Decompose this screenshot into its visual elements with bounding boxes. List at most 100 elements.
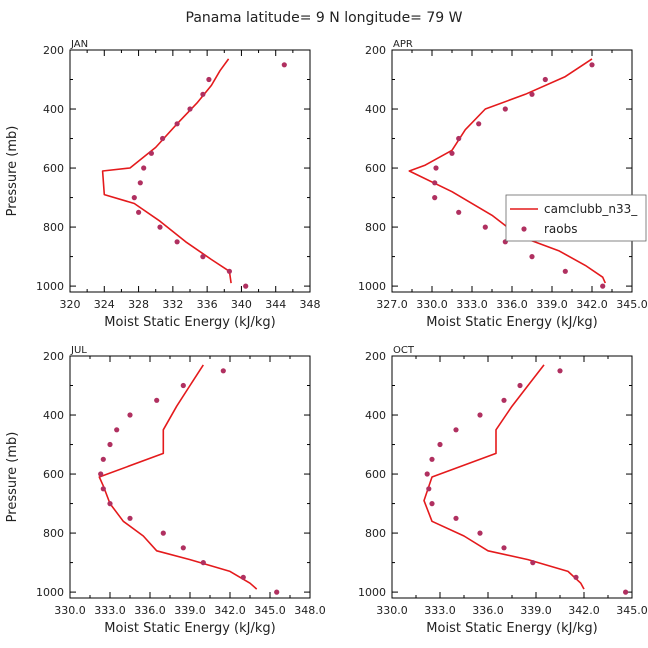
raobs-point (501, 397, 507, 403)
raobs-point (157, 224, 163, 230)
model-line (423, 364, 585, 590)
raobs-point (432, 180, 438, 186)
raobs-point (449, 150, 455, 156)
x-tick-label: 330.0 (416, 298, 448, 311)
raobs-point (220, 368, 226, 374)
model-line (101, 58, 232, 284)
x-tick-label: 333.0 (94, 604, 126, 617)
raobs-point (477, 412, 483, 418)
raobs-point (226, 268, 232, 274)
x-tick-label: 339.0 (536, 298, 568, 311)
y-tick-label: 600 (43, 468, 64, 481)
raobs-point (160, 135, 166, 142)
raobs-point (131, 195, 137, 201)
y-tick-label: 1000 (36, 586, 64, 599)
y-tick-label: 200 (365, 44, 386, 57)
raobs-point (200, 91, 206, 97)
raobs-point (432, 195, 438, 201)
y-tick-label: 800 (43, 221, 64, 234)
raobs-point (623, 589, 629, 595)
x-tick-label: 327.0 (376, 298, 408, 311)
x-tick-label: 342.0 (576, 298, 608, 311)
raobs-point (429, 456, 435, 462)
legend-box (505, 194, 647, 242)
x-tick-label: 333.0 (424, 604, 456, 617)
raobs-point (114, 427, 120, 433)
y-tick-label: 400 (365, 103, 386, 116)
x-tick-label: 340 (231, 298, 252, 311)
raobs-point (429, 501, 435, 507)
y-tick-label: 400 (43, 409, 64, 422)
raobs-point (240, 574, 246, 580)
raobs-point (127, 412, 133, 418)
raobs-point (174, 239, 180, 245)
y-tick-label: 600 (365, 468, 386, 481)
x-tick-label: 336.0 (134, 604, 166, 617)
legend-label: camclubb_n33_ (544, 202, 638, 216)
raobs-point (180, 545, 186, 551)
raobs-point (529, 254, 535, 260)
chart-title: Panama latitude= 9 N longitude= 79 W (186, 10, 463, 26)
plot-area (423, 364, 629, 595)
raobs-point (456, 209, 462, 215)
y-tick-label: 1000 (36, 280, 64, 293)
x-tick-label: 336.0 (496, 298, 528, 311)
x-tick-label: 332 (162, 298, 183, 311)
x-tick-label: 333.0 (456, 298, 488, 311)
x-tick-label: 345.0 (254, 604, 286, 617)
y-tick-label: 1000 (358, 586, 386, 599)
plot-area (98, 364, 280, 595)
x-tick-label: 344 (265, 298, 286, 311)
raobs-point (137, 180, 143, 186)
raobs-point (502, 106, 508, 112)
x-tick-label: 345.0 (616, 298, 648, 311)
raobs-point (562, 268, 568, 274)
raobs-point (424, 471, 430, 477)
raobs-point (589, 62, 595, 68)
raobs-point (141, 165, 147, 171)
x-tick-label: 348 (300, 298, 321, 311)
raobs-point (517, 382, 523, 389)
panel-apr: 327.0 330.0 333.0 336.0 339.0 342.0 345.0 200 40… (358, 39, 648, 330)
raobs-point (107, 441, 113, 448)
raobs-point (573, 574, 579, 580)
x-tick-label: 348.0 (294, 604, 326, 617)
y-tick-label: 200 (43, 350, 64, 363)
plot-frame (391, 355, 633, 599)
panel-label: APR (393, 39, 413, 50)
raobs-point (600, 283, 606, 289)
raobs-point (200, 254, 206, 260)
raobs-point (200, 560, 206, 566)
x-tick-label: 339.0 (520, 604, 552, 617)
panel-jan: 320 324 328 332 336 340 344 348 200 400 600 800 1000… (5, 39, 321, 330)
panel-label: JUL (70, 345, 87, 356)
legend: camclubb_n33_raobs (505, 194, 647, 242)
x-tick-label: 324 (94, 298, 115, 311)
raobs-point (206, 76, 212, 83)
y-tick-label: 200 (43, 44, 64, 57)
raobs-point (501, 545, 507, 551)
raobs-point (136, 209, 142, 215)
raobs-point (160, 530, 166, 536)
model-line (98, 364, 258, 590)
x-axis-title: Moist Static Energy (kJ/kg) (104, 315, 275, 330)
raobs-point (477, 530, 483, 536)
y-tick-label: 800 (365, 221, 386, 234)
x-axis-title: Moist Static Energy (kJ/kg) (426, 621, 597, 636)
y-tick-label: 1000 (358, 280, 386, 293)
raobs-point (542, 76, 548, 83)
y-tick-label: 800 (365, 527, 386, 540)
panel-label: OCT (393, 345, 415, 356)
raobs-point (530, 560, 536, 566)
panel-jul: 330.0 333.0 336.0 339.0 342.0 345.0 348.0 200 40… (5, 345, 326, 636)
raobs-point (180, 382, 186, 389)
raobs-point (529, 91, 535, 97)
plot-frame (69, 355, 311, 599)
raobs-point (107, 501, 113, 507)
raobs-point (456, 135, 462, 142)
raobs-point (148, 150, 154, 156)
raobs-point (557, 368, 563, 374)
plot-area (101, 58, 287, 289)
x-tick-label: 336.0 (472, 604, 504, 617)
y-tick-label: 600 (365, 162, 386, 175)
